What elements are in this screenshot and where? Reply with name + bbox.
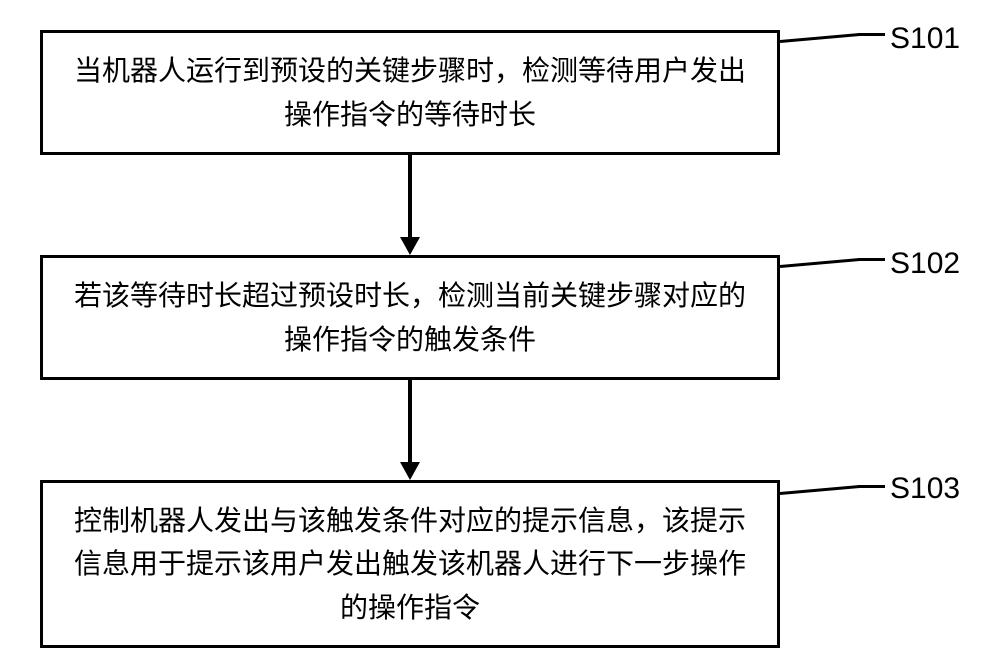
step-label-s101: S101: [890, 22, 960, 56]
leader-line: [780, 258, 860, 268]
step-label-s103: S103: [890, 472, 960, 506]
leader-line: [858, 258, 885, 261]
flow-step-s102: 若该等待时长超过预设时长，检测当前关键步骤对应的操作指令的触发条件: [40, 255, 780, 380]
leader-line: [858, 33, 885, 36]
flow-step-s103: 控制机器人发出与该触发条件对应的提示信息，该提示信息用于提示该用户发出触发该机器…: [40, 480, 780, 648]
flow-step-text: 当机器人运行到预设的关键步骤时，检测等待用户发出操作指令的等待时长: [63, 49, 757, 136]
arrowhead-icon: [400, 462, 420, 480]
flow-step-s101: 当机器人运行到预设的关键步骤时，检测等待用户发出操作指令的等待时长: [40, 30, 780, 155]
flow-arrow: [408, 155, 412, 237]
flow-step-text: 若该等待时长超过预设时长，检测当前关键步骤对应的操作指令的触发条件: [63, 274, 757, 361]
leader-line: [780, 485, 860, 495]
step-label-s102: S102: [890, 247, 960, 281]
flow-step-text: 控制机器人发出与该触发条件对应的提示信息，该提示信息用于提示该用户发出触发该机器…: [63, 499, 757, 629]
leader-line: [780, 33, 860, 43]
arrowhead-icon: [400, 237, 420, 255]
leader-line: [858, 485, 885, 488]
flow-arrow: [408, 380, 412, 462]
